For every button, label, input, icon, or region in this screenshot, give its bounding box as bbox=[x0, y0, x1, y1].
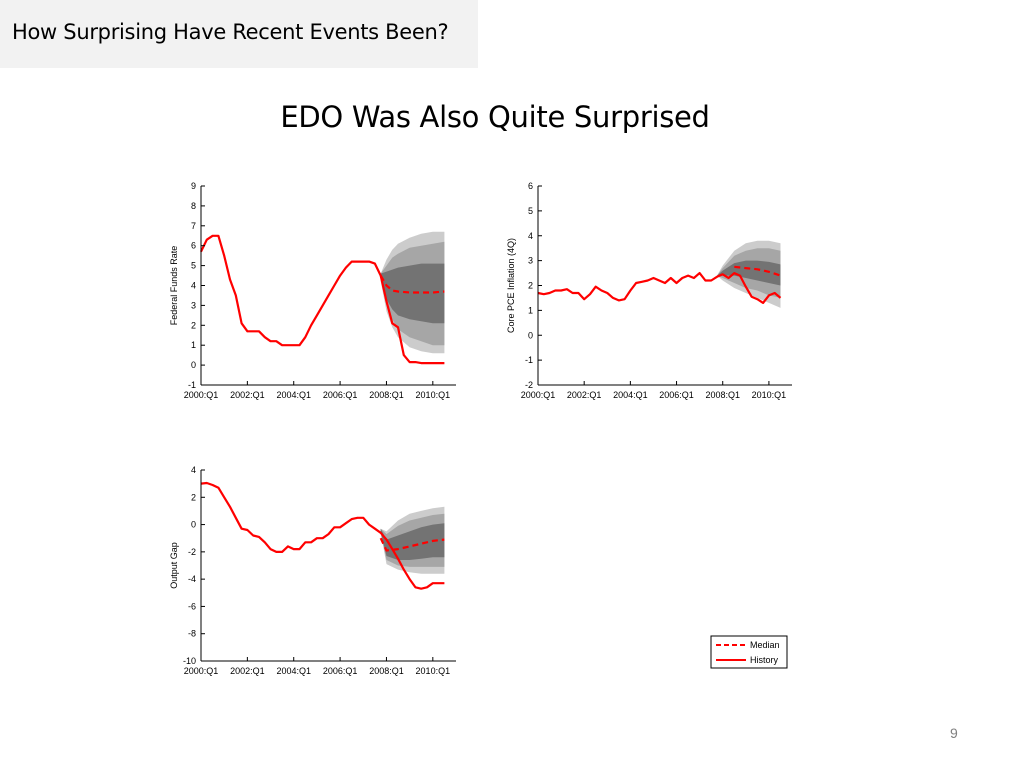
x-tick-label: 2000:Q1 bbox=[184, 666, 219, 676]
fan-band-inner bbox=[717, 260, 781, 286]
x-tick-label: 2010:Q1 bbox=[416, 666, 451, 676]
x-tick-label: 2004:Q1 bbox=[276, 390, 311, 400]
y-tick-label: 2 bbox=[528, 281, 533, 291]
y-tick-label: 6 bbox=[528, 181, 533, 191]
median-line bbox=[379, 537, 445, 552]
history-line bbox=[200, 234, 445, 365]
x-tick-label: 2008:Q1 bbox=[705, 390, 740, 400]
header-title: How Surprising Have Recent Events Been? bbox=[12, 20, 449, 44]
x-tick-label: 2004:Q1 bbox=[276, 666, 311, 676]
chart-1: -1 0 1 2 3 4 5 6 7 8 9 2000:Q1 2002:Q1 2004:Q1 2006:Q1… bbox=[169, 181, 456, 400]
y-tick-label: 5 bbox=[191, 261, 196, 271]
x-tick-label: 2006:Q1 bbox=[659, 390, 694, 400]
y-tick-label: 1 bbox=[191, 340, 196, 350]
history-line bbox=[200, 481, 445, 590]
x-tick-label: 2006:Q1 bbox=[323, 666, 358, 676]
y-tick-label: 4 bbox=[191, 281, 196, 291]
history-line bbox=[537, 272, 782, 304]
x-tick-label: 2002:Q1 bbox=[230, 666, 265, 676]
slide-title: EDO Was Also Quite Surprised bbox=[280, 100, 710, 134]
y-tick-label: -4 bbox=[188, 574, 196, 584]
y-tick-label: 0 bbox=[191, 520, 196, 530]
fan-band-inner bbox=[380, 263, 445, 324]
y-axis-label: Output Gap bbox=[169, 542, 179, 589]
y-tick-label: 5 bbox=[528, 206, 533, 216]
y-tick-label: 0 bbox=[191, 360, 196, 370]
x-tick-label: 2000:Q1 bbox=[521, 390, 556, 400]
legend-label-median: Median bbox=[750, 640, 780, 650]
chart-3: -10 -8 -6 -4 -2 0 2 4 2000:Q1 2002:Q1 2004:Q1 2006:… bbox=[169, 465, 456, 676]
chart-2: -2 -1 0 1 2 3 4 5 6 2000:Q1 2002:Q1 2004:Q1 2006:Q1 2… bbox=[506, 181, 792, 400]
y-tick-label: -2 bbox=[525, 380, 533, 390]
y-tick-label: 0 bbox=[528, 330, 533, 340]
median-line bbox=[734, 265, 781, 277]
y-tick-label: -8 bbox=[188, 629, 196, 639]
header-banner: How Surprising Have Recent Events Been? bbox=[0, 0, 478, 68]
x-tick-label: 2000:Q1 bbox=[184, 390, 219, 400]
y-tick-label: 8 bbox=[191, 201, 196, 211]
page-number: 9 bbox=[950, 725, 958, 741]
x-tick-label: 2010:Q1 bbox=[416, 390, 451, 400]
y-tick-label: 7 bbox=[191, 221, 196, 231]
y-tick-label: 9 bbox=[191, 181, 196, 191]
y-tick-label: -10 bbox=[183, 656, 196, 666]
x-tick-label: 2010:Q1 bbox=[752, 390, 787, 400]
legend-label-history: History bbox=[750, 655, 779, 665]
x-tick-label: 2002:Q1 bbox=[567, 390, 602, 400]
y-tick-label: 2 bbox=[191, 320, 196, 330]
y-tick-label: 4 bbox=[191, 465, 196, 475]
y-tick-label: 6 bbox=[191, 241, 196, 251]
legend-box bbox=[710, 635, 788, 669]
x-tick-label: 2008:Q1 bbox=[369, 666, 404, 676]
y-tick-label: 3 bbox=[528, 256, 533, 266]
y-tick-label: -2 bbox=[188, 547, 196, 557]
y-tick-label: 3 bbox=[191, 300, 196, 310]
y-tick-label: 1 bbox=[528, 305, 533, 315]
legend: Median History bbox=[710, 635, 788, 669]
x-tick-label: 2002:Q1 bbox=[230, 390, 265, 400]
y-tick-label: -6 bbox=[188, 601, 196, 611]
x-tick-label: 2006:Q1 bbox=[323, 390, 358, 400]
x-tick-label: 2004:Q1 bbox=[613, 390, 648, 400]
y-axis-label: Core PCE Inflation (4Q) bbox=[506, 238, 516, 333]
y-tick-label: 2 bbox=[191, 492, 196, 502]
y-tick-label: -1 bbox=[188, 380, 196, 390]
y-tick-label: -1 bbox=[525, 355, 533, 365]
fan-band-inner bbox=[380, 523, 445, 560]
y-axis-label: Federal Funds Rate bbox=[169, 246, 179, 326]
y-tick-label: 4 bbox=[528, 231, 533, 241]
x-tick-label: 2008:Q1 bbox=[369, 390, 404, 400]
median-line bbox=[379, 275, 445, 294]
